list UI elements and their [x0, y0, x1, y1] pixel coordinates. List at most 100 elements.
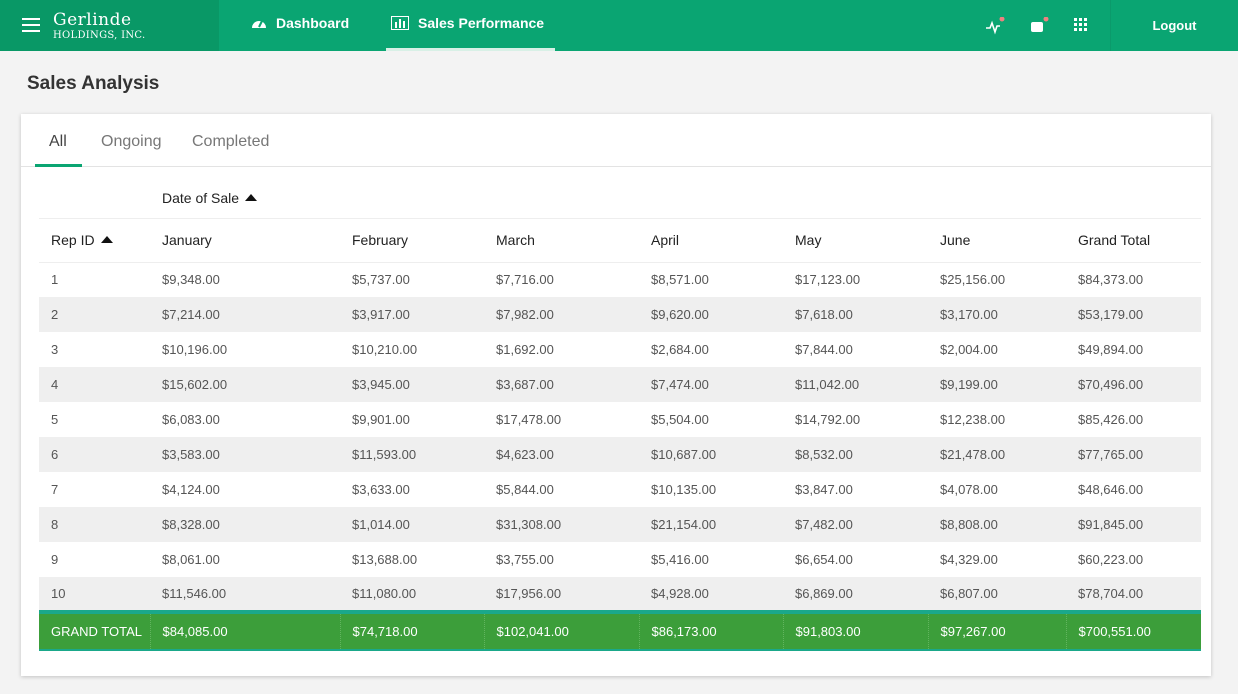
inbox-icon[interactable]: [1030, 17, 1050, 35]
card: All Ongoing Completed Date of Sale Rep I…: [21, 114, 1211, 676]
table-cell: $9,901.00: [352, 412, 410, 427]
column-header[interactable]: Rep ID: [39, 218, 150, 263]
table-cell: $7,844.00: [795, 342, 853, 357]
table-cell: $91,845.00: [1066, 507, 1202, 542]
blank-cell: [39, 178, 150, 219]
tab[interactable]: Ongoing: [101, 133, 162, 150]
table-cell: $48,646.00: [1078, 482, 1144, 497]
sort-icon: [245, 193, 258, 201]
table-cell: $7,982.00: [484, 297, 639, 332]
table-cell: 7: [51, 482, 59, 497]
table-cell: $3,945.00: [340, 367, 484, 402]
table-cell: $4,078.00: [940, 482, 998, 497]
table-cell: 6: [39, 437, 150, 472]
table-cell: $7,618.00: [783, 297, 928, 332]
table-row: 6 $3,583.00 $11,593.00 $4,623.00 $10,687.00 $…: [39, 437, 1202, 472]
column-header[interactable]: March: [484, 218, 639, 263]
table-cell: $70,496.00: [1066, 367, 1202, 402]
table-cell: $60,223.00: [1078, 552, 1144, 567]
table-cell: $17,956.00: [484, 577, 639, 612]
table-cell: $9,199.00: [928, 367, 1066, 402]
table-cell: $7,482.00: [783, 507, 928, 542]
menu-icon[interactable]: [22, 17, 40, 33]
column-header[interactable]: Grand Total: [1066, 218, 1202, 263]
activity-icon[interactable]: [985, 17, 1005, 35]
table-cell: 9: [51, 552, 59, 567]
apps-icon[interactable]: [1074, 17, 1088, 33]
table-cell: $4,124.00: [162, 482, 220, 497]
table-cell: $17,478.00: [496, 412, 562, 427]
table-cell: $8,061.00: [162, 552, 220, 567]
table-cell: $3,170.00: [928, 297, 1066, 332]
chart-icon: [391, 15, 409, 30]
table-row: 1 $9,348.00 $5,737.00 $7,716.00 $8,571.00 $17…: [39, 262, 1201, 297]
table-cell: 4: [39, 367, 150, 402]
total-cell: $102,041.00: [483, 610, 639, 651]
dashboard-icon: [252, 20, 266, 28]
table-row: 2 $7,214.00 $3,917.00 $7,982.00 $9,620.00 $7,…: [39, 297, 1202, 332]
logout-button[interactable]: Logout: [1110, 0, 1238, 51]
column-header[interactable]: May: [783, 218, 928, 263]
table-cell: $77,765.00: [1066, 437, 1202, 472]
column-header[interactable]: February: [340, 218, 484, 263]
table-cell: $25,156.00: [940, 272, 1006, 288]
table-cell: 10: [39, 577, 150, 612]
table-cell: $85,426.00: [1078, 412, 1144, 427]
table-cell: $84,373.00: [1078, 272, 1144, 288]
column-header[interactable]: June: [928, 218, 1066, 263]
total-cell: $74,718.00: [339, 610, 484, 651]
table-cell: $11,080.00: [340, 577, 484, 612]
table-cell: $78,704.00: [1066, 577, 1202, 612]
table-cell: $10,687.00: [639, 437, 783, 472]
table-row: 5 $6,083.00 $9,901.00 $17,478.00 $5,504.00 $1…: [39, 402, 1201, 437]
nav-label: Dashboard: [276, 14, 350, 31]
group-header-label: Date of Sale: [162, 189, 240, 206]
table-cell: $7,716.00: [496, 272, 554, 288]
table-cell: $11,546.00: [150, 577, 340, 612]
total-cell: $84,085.00: [149, 610, 340, 651]
table-cell: 2: [39, 297, 150, 332]
table-body: 1 $9,348.00 $5,737.00 $7,716.00 $8,571.00 $17…: [39, 262, 1202, 612]
page-title: Sales Analysis: [27, 73, 160, 94]
table-cell: $5,416.00: [651, 552, 709, 567]
table-cell: $4,623.00: [484, 437, 639, 472]
tab[interactable]: All: [35, 114, 82, 167]
table-cell: $4,329.00: [940, 552, 998, 567]
table-cell: $11,042.00: [783, 367, 928, 402]
table-cell: $9,620.00: [639, 297, 783, 332]
table-cell: $6,807.00: [928, 577, 1066, 612]
table-cell: $21,154.00: [639, 507, 783, 542]
table-cell: $2,004.00: [940, 342, 998, 357]
table-cell: 8: [39, 507, 150, 542]
tabs: All Ongoing Completed: [21, 114, 1211, 167]
table-cell: 5: [51, 412, 59, 427]
column-header[interactable]: April: [639, 218, 783, 263]
top-bar: Gerlinde HOLDINGS, INC. Dashboard Sales …: [0, 0, 1238, 51]
table-row: 8 $8,328.00 $1,014.00 $31,308.00 $21,154.00 $…: [39, 507, 1202, 542]
brand[interactable]: Gerlinde HOLDINGS, INC.: [0, 0, 219, 51]
nav-item[interactable]: Sales Performance: [386, 0, 555, 51]
table-cell: $7,214.00: [150, 297, 340, 332]
nav-item[interactable]: Dashboard: [251, 0, 349, 51]
brand-subtitle: HOLDINGS, INC.: [53, 30, 146, 41]
total-cell: $700,551.00: [1065, 610, 1202, 651]
table-row: 9 $8,061.00 $13,688.00 $3,755.00 $5,416.00 $6…: [39, 542, 1201, 577]
table-cell: $15,602.00: [150, 367, 340, 402]
table-cell: $4,928.00: [639, 577, 783, 612]
column-header[interactable]: January: [150, 218, 340, 263]
tab[interactable]: Completed: [192, 133, 270, 150]
sales-table: Date of Sale Rep ID January February March A…: [39, 178, 1202, 651]
table-cell: $3,847.00: [795, 482, 853, 497]
table-cell: $31,308.00: [484, 507, 639, 542]
total-cell: $97,267.00: [927, 610, 1066, 651]
table-cell: $6,083.00: [162, 412, 220, 427]
table-cell: $11,593.00: [340, 437, 484, 472]
group-header-row: Date of Sale: [39, 178, 1202, 219]
group-header[interactable]: Date of Sale: [150, 178, 1202, 219]
table-cell: $8,532.00: [783, 437, 928, 472]
table-row: 7 $4,124.00 $3,633.00 $5,844.00 $10,135.00 $3…: [39, 472, 1201, 507]
table-cell: $10,196.00: [162, 342, 228, 357]
table-cell: 3: [51, 342, 59, 357]
brand-name: Gerlinde: [53, 10, 132, 30]
